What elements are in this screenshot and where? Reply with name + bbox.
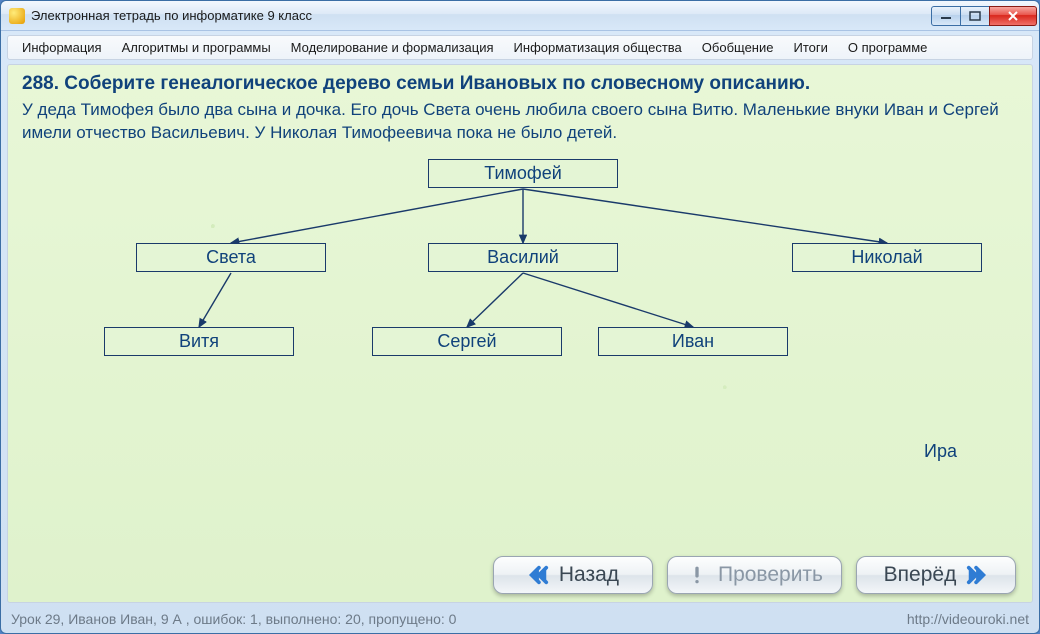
menu-item-results[interactable]: Итоги bbox=[783, 38, 837, 57]
tree-node-nikolay[interactable]: Николай bbox=[792, 243, 982, 272]
window-controls bbox=[932, 6, 1037, 26]
forward-button[interactable]: Вперёд bbox=[856, 556, 1016, 594]
tree-node-ivan[interactable]: Иван bbox=[598, 327, 788, 356]
maximize-icon bbox=[969, 11, 981, 21]
check-button[interactable]: Проверить bbox=[667, 556, 842, 594]
task-text: У деда Тимофея было два сына и дочка. Ег… bbox=[22, 99, 1018, 145]
menu-item-algorithms[interactable]: Алгоритмы и программы bbox=[112, 38, 281, 57]
close-button[interactable] bbox=[989, 6, 1037, 26]
menu-item-info[interactable]: Информация bbox=[12, 38, 112, 57]
check-label: Проверить bbox=[718, 563, 823, 587]
minimize-button[interactable] bbox=[931, 6, 961, 26]
tree-node-vitya[interactable]: Витя bbox=[104, 327, 294, 356]
floating-name-ira[interactable]: Ира bbox=[924, 441, 957, 462]
titlebar: Электронная тетрадь по информатике 9 кла… bbox=[1, 1, 1039, 31]
tree-node-timofey[interactable]: Тимофей bbox=[428, 159, 618, 188]
task-title: 288. Соберите генеалогическое дерево сем… bbox=[22, 73, 1018, 95]
chevron-right-icon bbox=[966, 565, 988, 585]
chevron-left-icon bbox=[527, 565, 549, 585]
bottom-buttons: Назад Проверить Вперёд bbox=[22, 552, 1018, 596]
menu-item-summary[interactable]: Обобщение bbox=[692, 38, 784, 57]
content-area: 288. Соберите генеалогическое дерево сем… bbox=[7, 64, 1033, 603]
maximize-button[interactable] bbox=[960, 6, 990, 26]
app-icon bbox=[9, 8, 25, 24]
forward-label: Вперёд bbox=[884, 563, 957, 587]
window-title: Электронная тетрадь по информатике 9 кла… bbox=[31, 8, 932, 23]
back-label: Назад bbox=[559, 563, 619, 587]
menubar: Информация Алгоритмы и программы Моделир… bbox=[7, 35, 1033, 60]
status-left: Урок 29, Иванов Иван, 9 А , ошибок: 1, в… bbox=[11, 611, 456, 627]
back-button[interactable]: Назад bbox=[493, 556, 653, 594]
status-right: http://videouroki.net bbox=[907, 611, 1029, 627]
statusbar: Урок 29, Иванов Иван, 9 А , ошибок: 1, в… bbox=[1, 607, 1039, 633]
menu-item-modeling[interactable]: Моделирование и формализация bbox=[281, 38, 504, 57]
tree-node-sergey[interactable]: Сергей bbox=[372, 327, 562, 356]
tree-diagram: Ира Тимофей Света Василий Николай Витя Сергей… bbox=[22, 151, 1018, 552]
tree-node-sveta[interactable]: Света bbox=[136, 243, 326, 272]
app-window: Электронная тетрадь по информатике 9 кла… bbox=[0, 0, 1040, 634]
menu-item-about[interactable]: О программе bbox=[838, 38, 938, 57]
exclaim-icon bbox=[686, 565, 708, 585]
minimize-icon bbox=[940, 11, 952, 21]
menu-item-society[interactable]: Информатизация общества bbox=[504, 38, 692, 57]
close-icon bbox=[1007, 11, 1019, 21]
tree-node-vasiliy[interactable]: Василий bbox=[428, 243, 618, 272]
